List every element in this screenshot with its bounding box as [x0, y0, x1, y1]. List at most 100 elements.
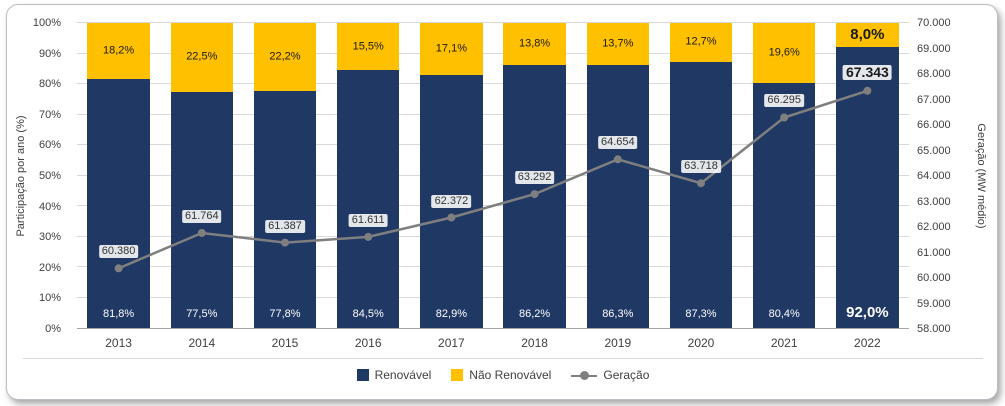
- bar-segment-nao-renovavel: [669, 23, 733, 62]
- x-label-2016: 2016: [354, 336, 382, 350]
- bar-segment-renovavel: [753, 82, 816, 328]
- y-tick-left: 20%: [38, 261, 61, 274]
- bar-segment-renovavel: [586, 64, 649, 328]
- bar-label-renovavel: 84,5%: [352, 308, 384, 320]
- x-label-2014: 2014: [188, 336, 216, 350]
- y-tick-left: 100%: [32, 17, 61, 29]
- line-label-geracao: 61.611: [348, 213, 388, 227]
- y-tick-right: 63.000: [917, 195, 951, 208]
- bar-label-renovavel: 77,8%: [269, 308, 301, 320]
- x-label-2022: 2022: [854, 336, 881, 350]
- bar-segment-nao-renovavel: [503, 23, 566, 66]
- gridline: [77, 22, 909, 23]
- bar-segment-renovavel: [669, 61, 733, 328]
- geracao-marker: [114, 264, 123, 273]
- y-tick-right: 66.000: [917, 119, 951, 131]
- bar-segment-nao-renovavel: [836, 23, 899, 48]
- x-label-2015: 2015: [271, 336, 299, 350]
- bar-label-nao-renovavel: 22,2%: [269, 50, 301, 63]
- bar-segment-renovavel: [253, 90, 317, 328]
- bar-label-nao-renovavel: 13,8%: [518, 37, 551, 50]
- gridline: [77, 83, 909, 84]
- legend-label: Geração: [603, 368, 650, 382]
- y-tick-right: 62.000: [917, 221, 951, 233]
- geracao-marker: [530, 190, 539, 199]
- bar-label-renovavel: 82,9%: [435, 308, 467, 320]
- y-tick-left: 40%: [38, 200, 61, 213]
- bar-label-nao-renovavel: 18,2%: [102, 44, 135, 57]
- line-label-geracao: 64.654: [597, 136, 638, 150]
- bar-segment-nao-renovavel: [253, 23, 317, 91]
- bar-label-nao-renovavel: 12,7%: [685, 35, 717, 48]
- bar-segment-renovavel: [337, 70, 400, 328]
- bar-label-nao-renovavel: 13,7%: [602, 37, 634, 50]
- bar-segment-nao-renovavel: [170, 23, 233, 92]
- x-label-2013: 2013: [105, 336, 132, 350]
- line-label-geracao: 63.718: [681, 160, 721, 174]
- legend-item-não-renovável: Não Renovável: [451, 368, 551, 382]
- bar-2013: 81,8% 18,2%: [87, 23, 150, 328]
- gridline: [77, 174, 909, 176]
- bar-segment-renovavel: [87, 78, 150, 328]
- bar-label-renovavel: 77,5%: [186, 308, 218, 320]
- legend-item-renovável: Renovável: [356, 368, 432, 382]
- geracao-marker: [780, 113, 789, 122]
- bar-segment-nao-renovavel: [420, 23, 483, 76]
- gridline: [77, 266, 909, 267]
- line-label-geracao: 61.764: [181, 210, 222, 224]
- bar-2020: 87,3% 12,7%: [669, 23, 733, 328]
- line-series-geracao: [114, 86, 872, 273]
- bar-label-renovavel: 80,4%: [768, 308, 800, 320]
- legend-swatch-icon: [451, 369, 464, 381]
- y-axis-left: 0% 10% 20% 30% 40% 50% 60% 70% 80% 90% 100%: [7, 17, 69, 335]
- gridline: [77, 296, 909, 298]
- bar-label-nao-renovavel: 22,5%: [186, 50, 218, 63]
- gridline: [77, 235, 909, 237]
- geracao-marker: [281, 238, 289, 247]
- legend-label: Não Renovável: [469, 368, 552, 382]
- bar-label-renovavel: 86,3%: [602, 308, 634, 320]
- bar-2022: 92,0% 8,0%: [836, 23, 899, 328]
- geracao-marker: [697, 179, 705, 188]
- y-tick-left: 50%: [38, 170, 61, 182]
- bar-segment-nao-renovavel: [337, 23, 400, 71]
- x-label-2017: 2017: [438, 336, 465, 350]
- chart-card: Participação por ano (%) Geração (MW méd…: [6, 4, 998, 400]
- geracao-marker: [447, 213, 456, 222]
- gridline: [77, 113, 909, 115]
- bar-segment-nao-renovavel: [753, 23, 816, 83]
- line-label-geracao: 67.343: [842, 64, 892, 80]
- geracao-marker: [863, 86, 872, 95]
- bar-2021: 80,4% 19,6%: [753, 23, 816, 328]
- y-tick-right: 58.000: [917, 323, 951, 335]
- y-tick-right: 70.000: [917, 17, 951, 29]
- bar-2015: 77,8% 22,2%: [253, 23, 317, 328]
- bar-label-renovavel: 87,3%: [685, 308, 717, 320]
- geracao-marker: [364, 232, 373, 241]
- legend-line-icon: [571, 370, 598, 380]
- y-tick-left: 70%: [38, 108, 61, 121]
- line-label-geracao: 60.380: [98, 245, 139, 259]
- y-tick-right: 67.000: [917, 93, 951, 106]
- legend-item-geracao: Geração: [571, 368, 649, 382]
- bar-2016: 84,5% 15,5%: [337, 23, 400, 328]
- y-tick-left: 30%: [38, 231, 61, 244]
- line-label-geracao: 61.387: [265, 219, 305, 233]
- gridline: [77, 144, 909, 145]
- legend-line-dot: [580, 370, 590, 380]
- line-label-geracao: 62.372: [431, 194, 472, 208]
- y-tick-left: 0%: [45, 323, 61, 335]
- bar-label-nao-renovavel: 8,0%: [850, 26, 885, 44]
- y-tick-left: 90%: [38, 47, 61, 60]
- y-tick-left: 60%: [38, 139, 61, 152]
- gridline: [77, 52, 909, 54]
- y-tick-right: 69.000: [917, 42, 951, 55]
- geracao-marker: [197, 229, 206, 237]
- legend-label: Renovável: [374, 368, 432, 382]
- bar-segment-nao-renovavel: [586, 23, 649, 65]
- bar-2014: 77,5% 22,5%: [170, 23, 233, 328]
- bar-label-nao-renovavel: 15,5%: [352, 40, 384, 53]
- line-label-geracao: 63.292: [514, 171, 555, 185]
- x-label-2021: 2021: [770, 336, 798, 350]
- y-tick-right: 59.000: [917, 297, 951, 310]
